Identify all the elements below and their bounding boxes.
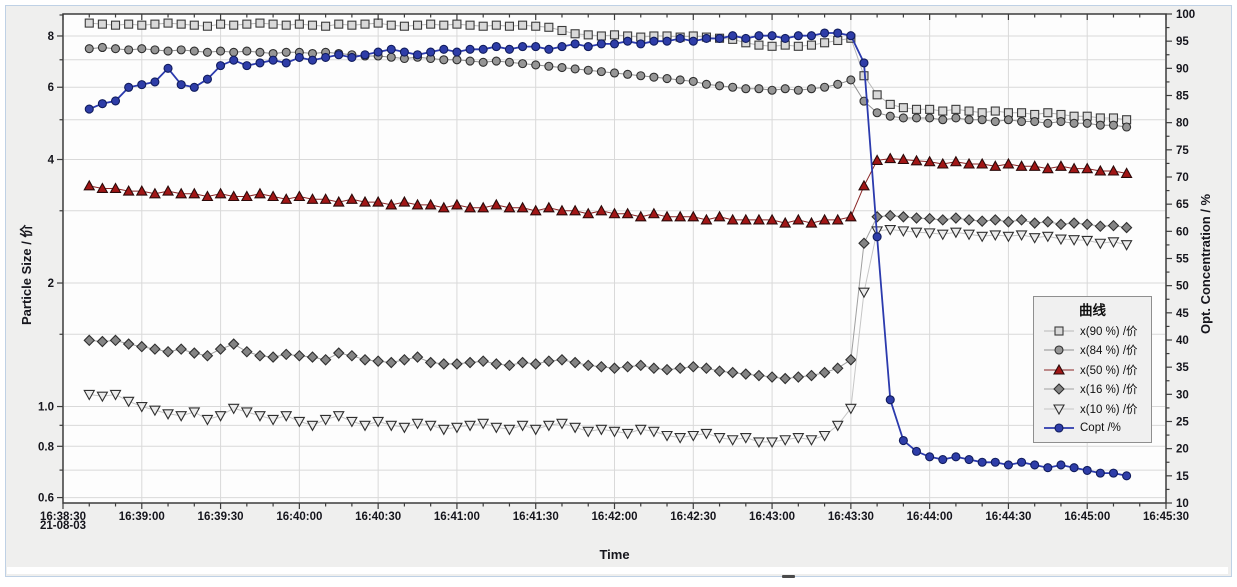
right-axis-title: Opt. Concentration / %: [1198, 193, 1213, 334]
x-tick-label: 16:41:00: [434, 511, 480, 523]
x-tick-label: 16:40:00: [276, 511, 322, 523]
legend-label: x(84 %) /价: [1080, 345, 1138, 358]
y-right-tick-label: 90: [1176, 63, 1189, 75]
y-left-tick-label: 4: [48, 154, 55, 166]
y-left-tick-label: 0.6: [38, 493, 54, 505]
y-right-tick-label: 10: [1176, 498, 1189, 510]
y-right-tick-label: 70: [1176, 172, 1189, 184]
legend-label: Copt /%: [1080, 422, 1121, 435]
series-x-84-: [84, 42, 1132, 132]
x-tick-label: 16:39:30: [198, 511, 244, 523]
series-x-50-: [83, 152, 1133, 228]
series-x-90-: [84, 18, 1132, 125]
x-tick-label: 16:44:30: [985, 511, 1031, 523]
series-copt-: [84, 28, 1132, 481]
legend-item-4: x(16 %) /价: [1034, 380, 1151, 400]
legend-label: x(16 %) /价: [1080, 384, 1138, 397]
series-x-16-: [83, 209, 1133, 385]
legend-box: 曲线 x(90 %) /价 x(84 %) /价 x(50 %) /价 x(16 %)…: [1033, 296, 1152, 443]
y-right-tick-label: 55: [1176, 254, 1189, 266]
y-right-tick-label: 65: [1176, 199, 1189, 211]
series-x-10-: [83, 224, 1133, 449]
legend-item-5: x(10 %) /价: [1034, 399, 1151, 419]
legend-marker-icon: [1044, 326, 1074, 336]
x-tick-label: 16:42:00: [591, 511, 637, 523]
y-right-tick-label: 20: [1176, 444, 1189, 456]
y-left-tick-label: 0.8: [38, 441, 55, 453]
x-tick-label: 16:41:30: [513, 511, 559, 523]
x-tick-label: 16:43:00: [749, 511, 795, 523]
legend-item-3: x(50 %) /价: [1034, 360, 1151, 380]
legend-rows: x(90 %) /价 x(84 %) /价 x(50 %) /价 x(16 %) /价…: [1034, 321, 1151, 438]
y-right-tick-label: 25: [1176, 417, 1189, 429]
x-tick-label: 16:44:00: [907, 511, 953, 523]
legend-label: x(90 %) /价: [1080, 325, 1138, 338]
x-tick-label: 16:40:30: [355, 511, 401, 523]
x-tick-label: 16:45:30: [1143, 511, 1189, 523]
legend-marker-icon: [1044, 363, 1074, 375]
x-tick-label: 16:42:30: [670, 511, 716, 523]
y-right-tick-label: 35: [1176, 362, 1189, 374]
legend-marker-icon: [1044, 423, 1074, 433]
legend-item-6: Copt /%: [1034, 419, 1151, 439]
legend-marker-icon: [1044, 345, 1074, 355]
date-label: 21-08-03: [40, 520, 87, 532]
gridlines: [64, 15, 1165, 502]
y-right-tick-label: 100: [1176, 9, 1195, 21]
bottom-strip: [7, 567, 1228, 574]
y-right-tick-label: 15: [1176, 471, 1189, 483]
x-tick-label: 16:43:30: [828, 511, 874, 523]
y-right-tick-label: 40: [1176, 335, 1189, 347]
legend-marker-icon: [1044, 383, 1074, 396]
x-tick-label: 16:38:30: [40, 511, 86, 523]
legend-item-1: x(90 %) /价: [1034, 321, 1151, 341]
x-axis-title: Time: [599, 547, 630, 562]
y-right-tick-label: 30: [1176, 389, 1189, 401]
y-right-tick-label: 50: [1176, 281, 1189, 293]
legend-item-2: x(84 %) /价: [1034, 341, 1151, 361]
y-right-tick-label: 85: [1176, 91, 1189, 103]
legend-label: x(10 %) /价: [1080, 403, 1138, 416]
y-right-tick-label: 75: [1176, 145, 1189, 157]
y-right-tick-label: 45: [1176, 308, 1189, 320]
x-tick-label: 16:45:00: [1064, 511, 1110, 523]
legend-title: 曲线: [1079, 303, 1106, 318]
y-right-tick-label: 80: [1176, 118, 1189, 130]
y-left-tick-label: 6: [48, 82, 54, 94]
tick-labels: 16:38:30 16:39:00 16:39:30 16:40:00 16:40:30…: [38, 9, 1195, 523]
y-left-tick-label: 8: [48, 31, 55, 43]
legend-marker-icon: [1044, 404, 1074, 415]
y-right-tick-label: 95: [1176, 36, 1189, 48]
left-axis-title: Particle Size / 价: [19, 224, 34, 325]
y-left-tick-label: 1.0: [38, 402, 54, 414]
x-tick-label: 16:39:00: [119, 511, 165, 523]
legend-label: x(50 %) /价: [1080, 364, 1138, 377]
y-left-tick-label: 2: [48, 278, 54, 290]
splitter-handle[interactable]: [782, 575, 795, 578]
axis-ticks: [57, 13, 1172, 509]
y-right-tick-label: 60: [1176, 226, 1189, 238]
